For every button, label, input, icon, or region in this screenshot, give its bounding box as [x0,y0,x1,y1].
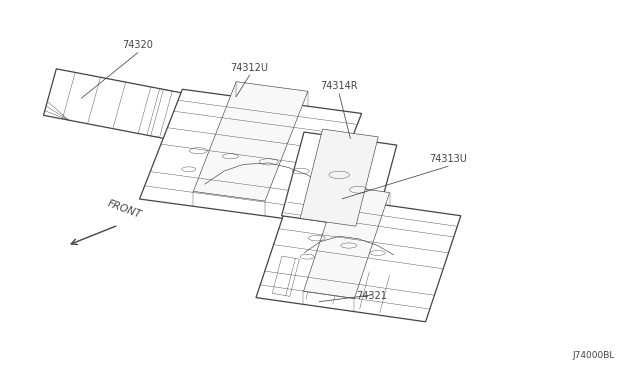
Text: 74320: 74320 [122,40,153,50]
Text: FRONT: FRONT [106,198,143,219]
Polygon shape [266,255,410,316]
Text: 74314R: 74314R [321,81,358,91]
Polygon shape [282,132,397,229]
Text: 74321: 74321 [356,291,387,301]
Text: 74313U: 74313U [429,154,467,164]
Polygon shape [256,192,461,322]
Text: 74312U: 74312U [230,62,269,73]
Polygon shape [303,185,390,299]
Polygon shape [44,69,182,140]
Text: J74000BL: J74000BL [572,351,614,360]
Polygon shape [193,82,308,201]
Polygon shape [300,129,378,226]
Polygon shape [140,89,362,223]
